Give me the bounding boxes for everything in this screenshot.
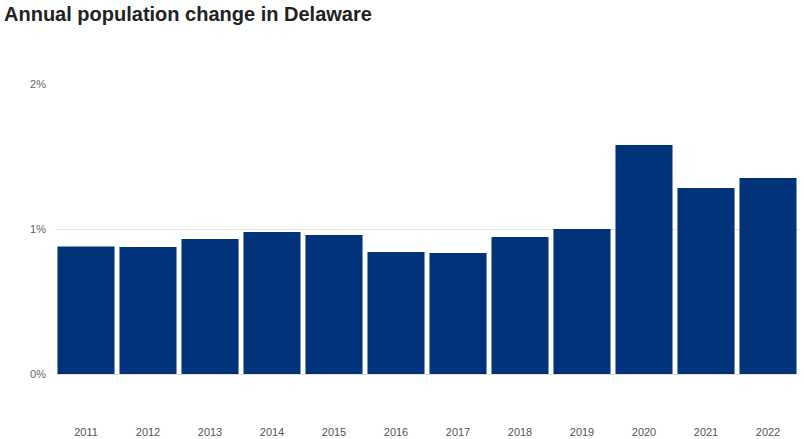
svg-text:1%: 1%	[30, 223, 46, 235]
svg-text:0%: 0%	[30, 368, 46, 380]
svg-text:2%: 2%	[30, 78, 46, 90]
svg-text:2012: 2012	[136, 426, 160, 438]
svg-text:2017: 2017	[446, 426, 470, 438]
svg-text:2013: 2013	[198, 426, 222, 438]
svg-text:2011: 2011	[74, 426, 98, 438]
svg-text:2022: 2022	[756, 426, 780, 438]
svg-text:2016: 2016	[384, 426, 408, 438]
svg-text:2015: 2015	[322, 426, 346, 438]
svg-text:2018: 2018	[508, 426, 532, 438]
svg-text:2014: 2014	[260, 426, 284, 438]
svg-text:2021: 2021	[694, 426, 718, 438]
svg-text:2019: 2019	[570, 426, 594, 438]
svg-text:2020: 2020	[632, 426, 656, 438]
svg-text:Annual population change in De: Annual population change in Delaware	[4, 3, 372, 25]
